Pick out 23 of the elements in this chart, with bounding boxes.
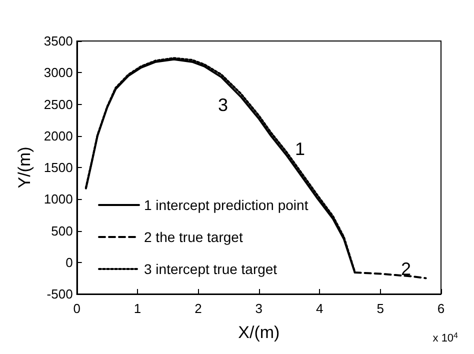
y-tick-label: 2000 (44, 128, 73, 144)
y-tick-label: 1000 (44, 192, 73, 207)
x-tick-label: 2 (194, 301, 202, 316)
legend-label: 3 intercept true target (144, 261, 278, 277)
y-tick-label: 0 (66, 254, 73, 270)
y-tick-label: 3500 (44, 34, 73, 48)
legend-label: 1 intercept prediction point (144, 197, 308, 213)
annotation: 2 (401, 259, 412, 279)
y-tick-label: 3000 (44, 65, 73, 80)
y-tick-label: 500 (51, 223, 73, 238)
annotation: 3 (218, 95, 228, 115)
x-tick-label: 4 (316, 301, 324, 316)
y-tick-label: 2500 (44, 96, 73, 112)
x-tick-label: 5 (376, 301, 384, 316)
x-tick-label: 1 (134, 301, 142, 316)
x-axis-title: X/(m) (238, 323, 280, 342)
y-axis-title: Y/(m) (15, 146, 34, 188)
legend-label: 2 the true target (144, 229, 243, 245)
y-tick-label: -500 (46, 286, 73, 302)
y-tick-label: 1500 (44, 160, 73, 175)
x-tick-label: 6 (437, 301, 445, 316)
annotation: 1 (295, 139, 306, 159)
x-tick-label: 3 (255, 301, 263, 316)
